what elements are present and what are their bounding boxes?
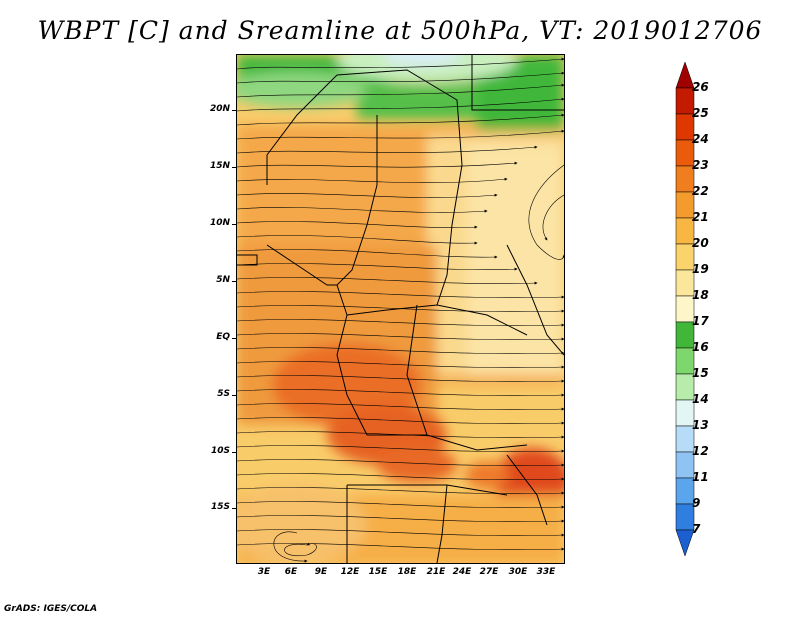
map-field (237, 55, 564, 563)
map-panel (236, 54, 565, 564)
colorbar-label: 20 (692, 236, 709, 250)
colorbar-label: 18 (692, 288, 709, 302)
lon-label-9e: 9E (314, 567, 328, 577)
wbpt-shading (237, 55, 564, 563)
lon-label-21e: 21E (426, 567, 446, 577)
lat-label-eq: EQ (216, 332, 230, 342)
colorbar (675, 62, 695, 556)
lat-label-10s: 10S (210, 446, 230, 456)
colorbar-bin (675, 529, 695, 556)
colorbar-label: 17 (692, 314, 709, 328)
colorbar-label: 14 (692, 392, 709, 406)
colorbar-label: 22 (692, 184, 709, 198)
lat-tick (232, 224, 236, 225)
lat-tick (232, 508, 236, 509)
lon-label-6e: 6E (284, 567, 298, 577)
colorbar-label: 25 (692, 106, 709, 120)
lat-tick (232, 167, 236, 168)
colorbar-label: 16 (692, 340, 709, 354)
chart-title: WBPT [C] and Sreamline at 500hPa, VT: 20… (37, 16, 763, 45)
colorbar-label: 23 (692, 158, 709, 172)
colorbar-label: 19 (692, 262, 709, 276)
lat-label-15s: 15S (210, 502, 230, 512)
country-borders (237, 55, 564, 563)
colorbar-label: 12 (692, 444, 709, 458)
lon-label-18e: 18E (397, 567, 417, 577)
lon-label-15e: 15E (368, 567, 388, 577)
colorbar-label: 13 (692, 418, 709, 432)
lon-label-27e: 27E (479, 567, 499, 577)
lon-label-12e: 12E (340, 567, 360, 577)
colorbar-label: 21 (692, 210, 709, 224)
lat-tick (232, 338, 236, 339)
lat-label-10n: 10N (209, 218, 230, 228)
lat-label-5n: 5N (216, 275, 230, 285)
colorbar-label: 26 (692, 80, 709, 94)
colorbar-label: 24 (692, 132, 709, 146)
lat-label-15n: 15N (209, 161, 230, 171)
lat-label-5s: 5S (217, 389, 230, 399)
colorbar-label: 11 (692, 470, 709, 484)
lon-label-3e: 3E (257, 567, 271, 577)
colorbar-label: 9 (692, 496, 701, 510)
lat-tick (232, 281, 236, 282)
lon-label-24e: 24E (452, 567, 472, 577)
grads-credit: GrADS: IGES/COLA (4, 604, 98, 614)
lat-label-20n: 20N (209, 104, 230, 114)
lat-tick (232, 110, 236, 111)
colorbar-label: 7 (692, 522, 701, 536)
lat-tick (232, 452, 236, 453)
lon-label-33e: 33E (536, 567, 556, 577)
lat-tick (232, 395, 236, 396)
colorbar-label: 15 (692, 366, 709, 380)
lon-label-30e: 30E (508, 567, 528, 577)
